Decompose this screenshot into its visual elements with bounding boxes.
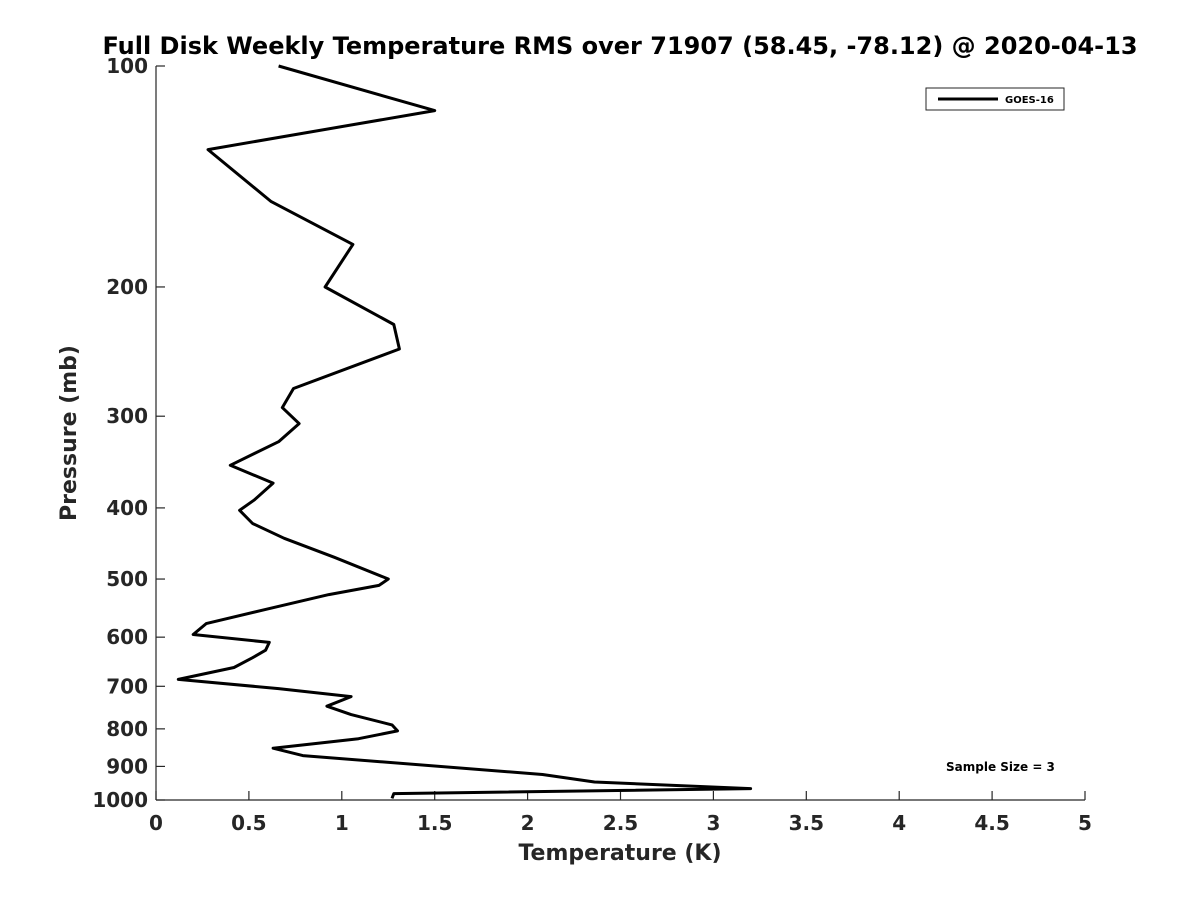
y-axis-label: Pressure (mb) bbox=[57, 345, 82, 521]
y-tick-label: 900 bbox=[106, 754, 148, 778]
x-tick-label: 1 bbox=[335, 811, 349, 835]
y-ticks: 100 200 300 400 500 600 700 800 900 1000 bbox=[92, 54, 165, 812]
y-tick-label: 1000 bbox=[92, 788, 148, 812]
x-tick-label: 0 bbox=[149, 811, 163, 835]
x-axis-label: Temperature (K) bbox=[518, 841, 721, 866]
x-tick-label: 3 bbox=[706, 811, 720, 835]
x-tick-label: 3.5 bbox=[789, 811, 824, 835]
chart-title: Full Disk Weekly Temperature RMS over 71… bbox=[102, 32, 1137, 60]
legend: GOES-16 bbox=[925, 87, 1065, 111]
x-tick-label: 4 bbox=[892, 811, 906, 835]
y-tick-label: 600 bbox=[106, 625, 148, 649]
y-tick-label: 200 bbox=[106, 275, 148, 299]
x-tick-label: 4.5 bbox=[974, 811, 1009, 835]
y-tick-label: 100 bbox=[106, 54, 148, 78]
x-tick-label: 0.5 bbox=[231, 811, 266, 835]
x-tick-label: 5 bbox=[1078, 811, 1092, 835]
y-tick-label: 500 bbox=[106, 567, 148, 591]
y-tick-label: 400 bbox=[106, 496, 148, 520]
x-tick-label: 2.5 bbox=[603, 811, 638, 835]
sample-size-annotation: Sample Size = 3 bbox=[946, 760, 1055, 774]
series-layer bbox=[176, 64, 753, 799]
x-tick-label: 1.5 bbox=[417, 811, 452, 835]
series-line bbox=[176, 64, 753, 799]
y-tick-label: 300 bbox=[106, 404, 148, 428]
x-tick-label: 2 bbox=[521, 811, 535, 835]
y-tick-label: 800 bbox=[106, 717, 148, 741]
y-tick-label: 700 bbox=[106, 674, 148, 698]
x-ticks: 0 0.5 1 1.5 2 2.5 3 3.5 4 4.5 5 bbox=[149, 791, 1092, 835]
legend-label: GOES-16 bbox=[1005, 95, 1054, 106]
